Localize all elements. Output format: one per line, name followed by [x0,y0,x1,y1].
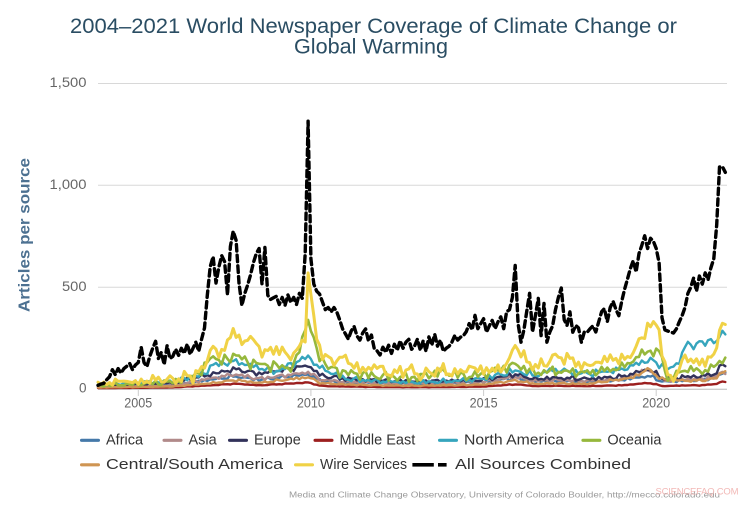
svg-text:Articles per source: Articles per source [17,158,34,312]
svg-text:Europe: Europe [254,432,301,448]
svg-text:Central/South America: Central/South America [106,457,284,473]
svg-text:2010: 2010 [297,396,325,411]
svg-text:0: 0 [79,381,87,396]
svg-text:2004–2021 World Newspaper Cove: 2004–2021 World Newspaper Coverage of Cl… [70,14,677,38]
svg-text:Middle East: Middle East [340,432,416,448]
svg-text:Oceania: Oceania [607,432,662,448]
svg-text:All Sources Combined: All Sources Combined [455,457,631,473]
svg-text:Media and Climate Change Obser: Media and Climate Change Observatory, Un… [289,491,720,500]
svg-text:Global Warming: Global Warming [294,34,448,58]
svg-text:2020: 2020 [642,396,670,411]
svg-text:Asia: Asia [189,432,218,448]
svg-text:SCIENCEFAQ.COM: SCIENCEFAQ.COM [656,486,740,497]
svg-text:2015: 2015 [470,396,498,411]
svg-text:1,000: 1,000 [50,177,87,192]
svg-text:Wire Services: Wire Services [320,457,407,473]
svg-text:2005: 2005 [124,396,152,411]
svg-text:1,500: 1,500 [50,75,87,90]
svg-text:Africa: Africa [106,432,144,448]
svg-text:500: 500 [62,279,87,294]
svg-text:North America: North America [464,432,565,448]
